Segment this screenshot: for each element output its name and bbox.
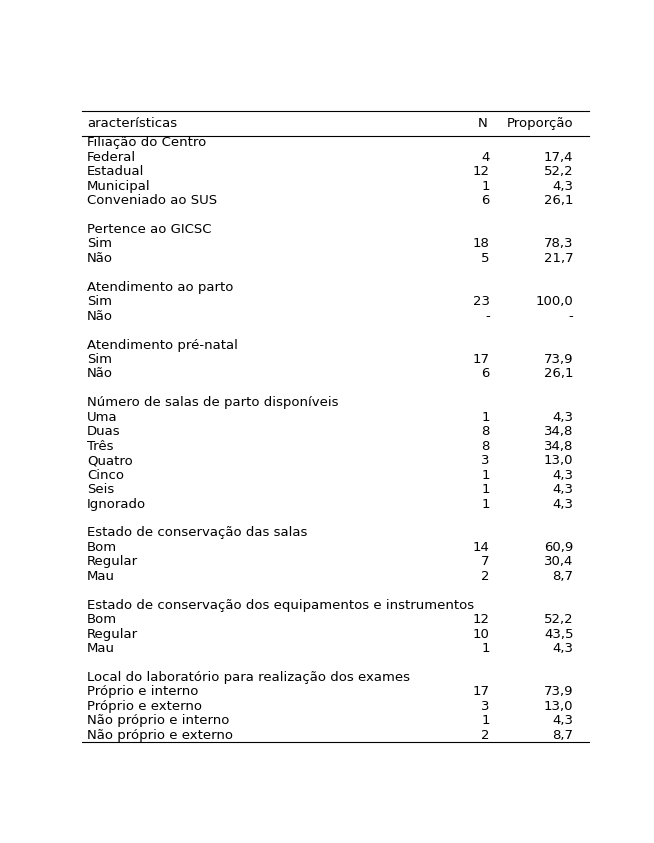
Text: 4,3: 4,3 [553,180,574,193]
Text: 4,3: 4,3 [553,714,574,728]
Text: 12: 12 [473,165,490,178]
Text: Próprio e interno: Próprio e interno [87,685,198,698]
Text: 17,4: 17,4 [544,151,574,164]
Text: Mau: Mau [87,570,115,583]
Text: Filiação do Centro: Filiação do Centro [87,137,206,149]
Text: 8: 8 [481,426,490,438]
Text: Seis: Seis [87,483,114,496]
Text: 1: 1 [481,497,490,511]
Text: 8,7: 8,7 [553,570,574,583]
Text: Não próprio e interno: Não próprio e interno [87,714,229,728]
Text: Estado de conservação das salas: Estado de conservação das salas [87,526,307,540]
Text: 73,9: 73,9 [544,685,574,698]
Text: 3: 3 [481,454,490,467]
Text: 6: 6 [481,368,490,380]
Text: Mau: Mau [87,642,115,655]
Text: Federal: Federal [87,151,136,164]
Text: Municipal: Municipal [87,180,150,193]
Text: 17: 17 [473,685,490,698]
Text: 52,2: 52,2 [543,165,574,178]
Text: Uma: Uma [87,411,118,424]
Text: 26,1: 26,1 [544,368,574,380]
Text: 17: 17 [473,353,490,366]
Text: 100,0: 100,0 [536,295,574,309]
Text: 4,3: 4,3 [553,411,574,424]
Text: 4,3: 4,3 [553,483,574,496]
Text: 3: 3 [481,700,490,713]
Text: Quatro: Quatro [87,454,133,467]
Text: 13,0: 13,0 [544,700,574,713]
Text: Regular: Regular [87,556,138,568]
Text: 1: 1 [481,483,490,496]
Text: Sim: Sim [87,238,112,250]
Text: Não: Não [87,252,113,265]
Text: 14: 14 [473,541,490,554]
Text: 1: 1 [481,714,490,728]
Text: 60,9: 60,9 [544,541,574,554]
Text: Estado de conservação dos equipamentos e instrumentos: Estado de conservação dos equipamentos e… [87,599,474,612]
Text: 43,5: 43,5 [544,627,574,641]
Text: Não: Não [87,309,113,323]
Text: aracterísticas: aracterísticas [87,116,177,130]
Text: Proporção: Proporção [507,116,574,130]
Text: 1: 1 [481,642,490,655]
Text: Sim: Sim [87,295,112,309]
Text: Ignorado: Ignorado [87,497,146,511]
Text: -: - [485,309,490,323]
Text: 1: 1 [481,180,490,193]
Text: 26,1: 26,1 [544,194,574,207]
Text: 2: 2 [481,728,490,742]
Text: Regular: Regular [87,627,138,641]
Text: 8,7: 8,7 [553,728,574,742]
Text: Próprio e externo: Próprio e externo [87,700,202,713]
Text: 52,2: 52,2 [543,613,574,626]
Text: 8: 8 [481,440,490,453]
Text: 34,8: 34,8 [544,440,574,453]
Text: Cinco: Cinco [87,469,124,481]
Text: Três: Três [87,440,113,453]
Text: N: N [477,116,487,130]
Text: 12: 12 [473,613,490,626]
Text: 73,9: 73,9 [544,353,574,366]
Text: 6: 6 [481,194,490,207]
Text: Estadual: Estadual [87,165,144,178]
Text: Não: Não [87,368,113,380]
Text: 7: 7 [481,556,490,568]
Text: 78,3: 78,3 [544,238,574,250]
Text: 4: 4 [481,151,490,164]
Text: Número de salas de parto disponíveis: Número de salas de parto disponíveis [87,396,338,410]
Text: 18: 18 [473,238,490,250]
Text: Conveniado ao SUS: Conveniado ao SUS [87,194,217,207]
Text: 13,0: 13,0 [544,454,574,467]
Text: 30,4: 30,4 [544,556,574,568]
Text: Bom: Bom [87,541,117,554]
Text: 4,3: 4,3 [553,497,574,511]
Text: 10: 10 [473,627,490,641]
Text: 1: 1 [481,469,490,481]
Text: Bom: Bom [87,613,117,626]
Text: 4,3: 4,3 [553,469,574,481]
Text: Atendimento ao parto: Atendimento ao parto [87,281,233,294]
Text: Duas: Duas [87,426,120,438]
Text: Atendimento pré-natal: Atendimento pré-natal [87,339,237,352]
Text: Sim: Sim [87,353,112,366]
Text: -: - [568,309,574,323]
Text: Local do laboratório para realização dos exames: Local do laboratório para realização dos… [87,671,410,684]
Text: 34,8: 34,8 [544,426,574,438]
Text: 1: 1 [481,411,490,424]
Text: 21,7: 21,7 [543,252,574,265]
Text: 5: 5 [481,252,490,265]
Text: 23: 23 [473,295,490,309]
Text: 2: 2 [481,570,490,583]
Text: Não próprio e externo: Não próprio e externo [87,728,233,742]
Text: Pertence ao GICSC: Pertence ao GICSC [87,223,211,236]
Text: 4,3: 4,3 [553,642,574,655]
